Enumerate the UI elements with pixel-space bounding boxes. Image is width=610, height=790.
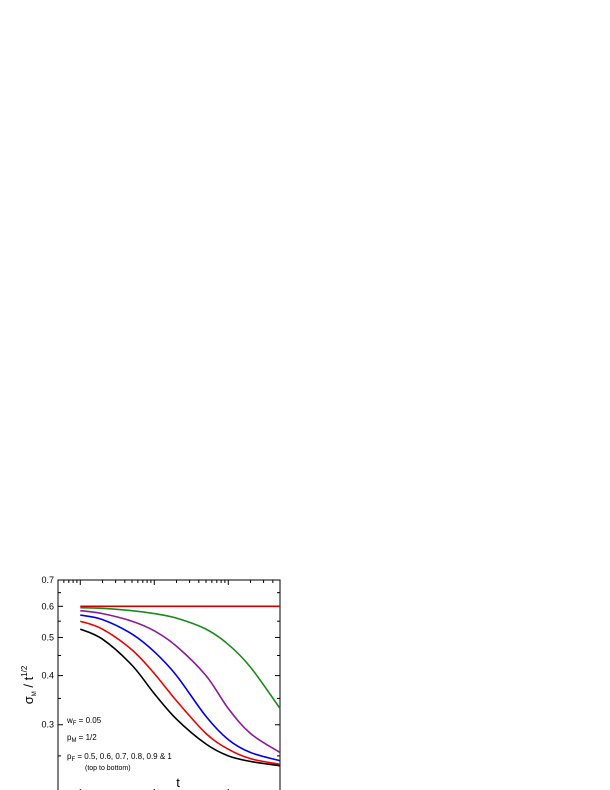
y-tick-label: 0.5 [41,632,54,642]
x-axis-title: t [176,775,180,790]
series-line-6 [79,628,281,767]
annotation-pm: pM = 1/2 [67,733,97,744]
series-line-4 [80,614,281,762]
annotation-pf: pF = 0.5, 0.6, 0.7, 0.8, 0.9 & 1 [67,752,172,763]
annotation-wf: wF = 0.05 [66,716,102,727]
annotation-block: wF = 0.05 pM = 1/2 pF = 0.5, 0.6, 0.7, 0… [66,716,172,772]
y-axis-title: σM / t1/2 [20,665,38,704]
series-line-5 [80,620,281,766]
annotation-order: (top to bottom) [85,765,131,772]
y-tick-label: 0.6 [41,601,54,611]
y-tick-label: 0.7 [41,575,54,585]
y-tick-label: 0.3 [41,720,54,730]
y-tick-label: 0.4 [41,671,54,681]
series-line-2 [80,606,281,709]
plot-frame [57,579,281,790]
series-group [79,605,281,767]
series-line-3 [80,609,281,754]
